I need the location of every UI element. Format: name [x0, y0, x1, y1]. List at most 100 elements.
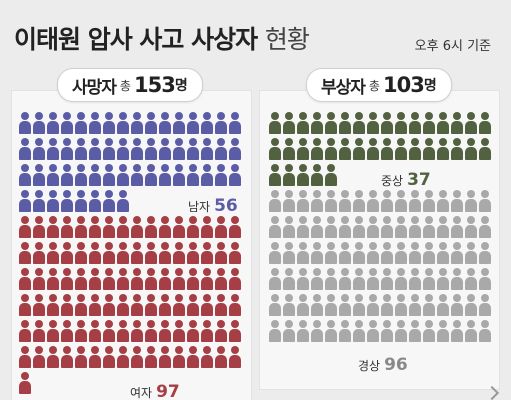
male-person-icon [172, 164, 186, 186]
minor-injured-person-icon [282, 294, 296, 316]
female-person-icon [158, 242, 172, 264]
male-person-icon [130, 164, 144, 186]
male-person-icon [88, 190, 102, 212]
title-light: 현황 [264, 25, 310, 54]
female-person-icon [116, 242, 130, 264]
icon-row [18, 138, 242, 164]
icon-row [18, 268, 242, 294]
injured-icon-grid [268, 112, 492, 346]
icon-row [18, 164, 242, 190]
serious-injured-person-icon [296, 138, 310, 160]
minor-injured-person-icon [268, 320, 282, 342]
female-person-icon [172, 294, 186, 316]
injured-total-badge: 부상자 총 103 명 [306, 68, 452, 102]
serious-injured-person-icon [450, 138, 464, 160]
serious-injured-person-icon [408, 112, 422, 134]
male-person-icon [144, 112, 158, 134]
minor-injured-person-icon [436, 216, 450, 238]
deaths-total: 153 [133, 73, 176, 97]
minor-injured-person-icon [338, 216, 352, 238]
minor-injured-person-icon [296, 268, 310, 290]
minor-injured-person-icon [324, 320, 338, 342]
deaths-total-prefix: 총 [119, 78, 131, 93]
minor-injured-person-icon [408, 216, 422, 238]
male-person-icon [186, 164, 200, 186]
serious-injured-person-icon [268, 164, 282, 186]
serious-injured-person-icon [352, 112, 366, 134]
male-person-icon [102, 138, 116, 160]
female-person-icon [214, 216, 228, 238]
female-person-icon [32, 242, 46, 264]
female-person-icon [74, 216, 88, 238]
female-legend-count: 97 [156, 382, 180, 400]
icon-row [18, 294, 242, 320]
minor-injured-person-icon [450, 190, 464, 212]
serious-injured-person-icon [464, 112, 478, 134]
serious-injured-person-icon [422, 112, 436, 134]
male-person-icon [32, 190, 46, 212]
minor-injured-person-icon [296, 216, 310, 238]
female-person-icon [88, 346, 102, 368]
male-person-icon [18, 190, 32, 212]
deaths-label: 사망자 [72, 77, 117, 98]
female-person-icon [228, 216, 242, 238]
serious-injured-person-icon [478, 138, 492, 160]
minor-injured-person-icon [478, 320, 492, 342]
male-person-icon [130, 112, 144, 134]
minor-injured-person-icon [464, 268, 478, 290]
female-person-icon [74, 242, 88, 264]
serious-injured-person-icon [324, 112, 338, 134]
minor-injured-person-icon [310, 268, 324, 290]
minor-injured-person-icon [408, 320, 422, 342]
female-person-icon [144, 320, 158, 342]
minor-injured-person-icon [436, 190, 450, 212]
female-person-icon [130, 242, 144, 264]
female-legend: 여자 97 [130, 382, 180, 400]
serious-legend-label: 중상 [381, 174, 404, 188]
female-person-icon [214, 268, 228, 290]
female-person-icon [116, 320, 130, 342]
minor-injured-person-icon [478, 216, 492, 238]
serious-injured-person-icon [366, 112, 380, 134]
female-person-icon [158, 216, 172, 238]
male-person-icon [74, 164, 88, 186]
male-person-icon [46, 164, 60, 186]
minor-injured-person-icon [338, 294, 352, 316]
injured-total-prefix: 총 [368, 78, 380, 93]
female-person-icon [144, 346, 158, 368]
serious-injured-person-icon [366, 138, 380, 160]
female-person-icon [88, 216, 102, 238]
male-person-icon [60, 190, 74, 212]
male-person-icon [172, 112, 186, 134]
female-person-icon [88, 320, 102, 342]
minor-injured-person-icon [464, 190, 478, 212]
minor-injured-person-icon [268, 242, 282, 264]
female-person-icon [214, 320, 228, 342]
female-person-icon [158, 294, 172, 316]
female-person-icon [60, 268, 74, 290]
female-person-icon [46, 268, 60, 290]
male-person-icon [32, 112, 46, 134]
serious-injured-person-icon [282, 138, 296, 160]
minor-injured-person-icon [310, 320, 324, 342]
serious-injured-person-icon [394, 138, 408, 160]
serious-injured-person-icon [324, 138, 338, 160]
female-person-icon [18, 372, 32, 394]
minor-injured-person-icon [450, 268, 464, 290]
icon-row [18, 216, 242, 242]
serious-injured-person-icon [324, 164, 338, 186]
minor-injured-person-icon [380, 190, 394, 212]
female-person-icon [228, 346, 242, 368]
female-person-icon [172, 346, 186, 368]
male-person-icon [88, 138, 102, 160]
title-bold: 이태원 압사 사고 사상자 [14, 25, 258, 54]
icon-row [268, 320, 492, 346]
minor-injured-person-icon [296, 320, 310, 342]
icon-row [268, 216, 492, 242]
minor-injured-person-icon [352, 216, 366, 238]
female-person-icon [228, 320, 242, 342]
female-person-icon [144, 216, 158, 238]
female-person-icon [74, 320, 88, 342]
male-person-icon [144, 164, 158, 186]
female-person-icon [60, 346, 74, 368]
